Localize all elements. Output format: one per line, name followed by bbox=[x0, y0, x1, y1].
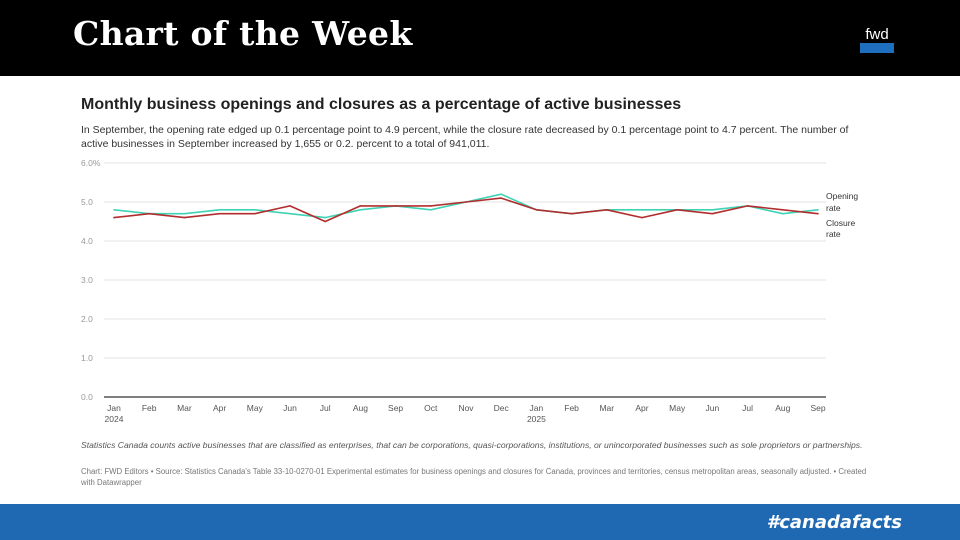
data-point bbox=[782, 209, 784, 211]
series-label: Closure bbox=[826, 218, 856, 228]
data-point bbox=[359, 209, 362, 211]
x-tick-label: Feb bbox=[564, 403, 579, 413]
series-label: rate bbox=[826, 229, 841, 239]
data-point bbox=[183, 216, 186, 219]
x-tick-year-label: 2024 bbox=[105, 414, 124, 424]
data-point bbox=[746, 205, 749, 207]
x-tick-label: Mar bbox=[599, 403, 614, 413]
data-point bbox=[676, 209, 678, 211]
x-tick-label: Apr bbox=[635, 403, 648, 413]
data-point bbox=[500, 197, 503, 199]
x-tick-label: Feb bbox=[142, 403, 157, 413]
banner-title: Chart of the Week bbox=[73, 14, 413, 53]
data-point bbox=[324, 220, 327, 223]
chart-title: Monthly business openings and closures a… bbox=[81, 96, 682, 113]
y-tick-label: 4.0 bbox=[81, 236, 93, 246]
data-point bbox=[500, 193, 503, 195]
data-point bbox=[254, 209, 256, 211]
series-label: Opening bbox=[826, 191, 858, 201]
y-tick-label: 5.0 bbox=[81, 197, 93, 207]
data-point bbox=[289, 205, 291, 207]
logo-text: fwd bbox=[865, 26, 889, 43]
data-point bbox=[535, 209, 538, 211]
data-point bbox=[148, 212, 150, 215]
series-label: rate bbox=[826, 203, 841, 213]
x-tick-label: Aug bbox=[775, 403, 790, 413]
chart-note: Statistics Canada counts active business… bbox=[81, 440, 863, 450]
data-point bbox=[218, 209, 221, 211]
x-tick-label: Jul bbox=[320, 403, 331, 413]
logo-bar bbox=[860, 43, 894, 53]
chart-subtitle: In September, the opening rate edged up … bbox=[81, 124, 849, 150]
x-tick-label: May bbox=[247, 403, 264, 413]
x-tick-label: Oct bbox=[424, 403, 438, 413]
series-lines bbox=[113, 193, 819, 223]
data-point bbox=[606, 209, 608, 211]
x-tick-label: Jan bbox=[530, 403, 544, 413]
data-point bbox=[641, 209, 643, 211]
data-point bbox=[817, 212, 819, 215]
data-point bbox=[183, 212, 186, 215]
chart-source: Chart: FWD Editors • Source: Statistics … bbox=[81, 467, 867, 487]
x-tick-label: Jun bbox=[706, 403, 720, 413]
data-point bbox=[254, 212, 256, 215]
data-point bbox=[711, 209, 714, 211]
x-tick-label: May bbox=[669, 403, 686, 413]
gridlines bbox=[104, 162, 826, 398]
x-tick-year-label: 2025 bbox=[527, 414, 546, 424]
data-point bbox=[359, 205, 362, 207]
y-axis-ticks: 0.0 1.0 2.0 3.0 4.0 5.0 6.0% bbox=[81, 158, 101, 402]
x-tick-label: Sep bbox=[810, 403, 825, 413]
y-tick-label: 6.0% bbox=[81, 158, 101, 168]
x-tick-label: Apr bbox=[213, 403, 226, 413]
y-tick-label: 2.0 bbox=[81, 314, 93, 324]
data-point bbox=[430, 205, 432, 207]
bottom-bar: #canadafacts bbox=[0, 504, 960, 540]
y-tick-label: 1.0 bbox=[81, 353, 93, 363]
y-tick-label: 3.0 bbox=[81, 275, 93, 285]
data-point bbox=[570, 212, 573, 215]
x-tick-label: Jun bbox=[283, 403, 297, 413]
x-tick-label: Sep bbox=[388, 403, 403, 413]
x-tick-label: Jul bbox=[742, 403, 753, 413]
y-tick-label: 0.0 bbox=[81, 392, 93, 402]
hashtag: #canadafacts bbox=[766, 512, 902, 533]
x-tick-label: Nov bbox=[458, 403, 474, 413]
data-point bbox=[465, 201, 467, 203]
data-point bbox=[711, 212, 714, 215]
data-point bbox=[394, 205, 397, 207]
data-point bbox=[430, 209, 432, 211]
data-point bbox=[218, 212, 221, 215]
data-point bbox=[641, 216, 643, 219]
data-point bbox=[113, 209, 115, 211]
x-tick-label: Aug bbox=[353, 403, 368, 413]
x-tick-label: Dec bbox=[494, 403, 510, 413]
data-point bbox=[324, 216, 327, 219]
data-point bbox=[782, 212, 784, 215]
x-tick-label: Mar bbox=[177, 403, 192, 413]
x-tick-label: Jan bbox=[107, 403, 121, 413]
top-banner: Chart of the Week fwd bbox=[0, 0, 960, 76]
data-point bbox=[289, 212, 291, 215]
fwd-logo: fwd bbox=[860, 27, 894, 53]
data-point bbox=[817, 209, 819, 211]
data-point bbox=[113, 216, 115, 219]
